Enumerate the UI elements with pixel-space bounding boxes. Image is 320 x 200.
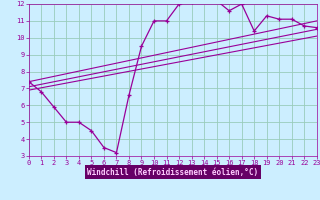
X-axis label: Windchill (Refroidissement éolien,°C): Windchill (Refroidissement éolien,°C) — [87, 168, 258, 177]
